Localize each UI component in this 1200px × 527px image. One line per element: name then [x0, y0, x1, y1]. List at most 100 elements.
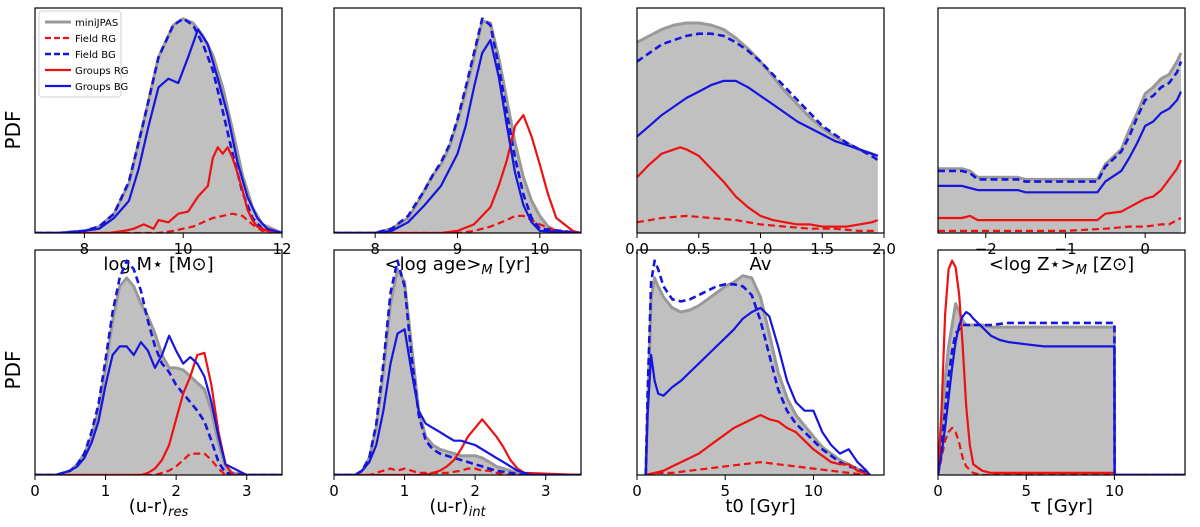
- plot-area: [334, 17, 581, 233]
- axes-frame: [34, 7, 283, 234]
- x-tick-label: 0: [1140, 240, 1150, 258]
- x-tick-label: 0: [30, 482, 40, 500]
- axes-frame: [333, 249, 582, 476]
- plot-area: [35, 17, 282, 233]
- axes-frame: [34, 249, 283, 476]
- x-tick-label: −2: [975, 240, 997, 258]
- line-groups-bg: [35, 28, 282, 233]
- x-tick-label: 1: [400, 482, 410, 500]
- x-tick-label: 1.5: [810, 240, 834, 258]
- x-tick-label: 8: [370, 240, 380, 258]
- area-minijpas: [938, 303, 1185, 475]
- plot-area: [938, 259, 1185, 475]
- x-axis-label: (u-r)int: [429, 496, 486, 520]
- x-axis-label: <log age>M [yr]: [385, 254, 531, 278]
- line-groups-bg: [938, 311, 1185, 475]
- panel-0: 8 10 12 log M⋆ [M⊙]: [34, 7, 292, 275]
- axes-frame: [937, 7, 1186, 234]
- line-field-rg: [334, 214, 581, 233]
- panel-1: 8 9 10<log age>M [yr]: [333, 7, 582, 278]
- line-field-bg: [938, 321, 1185, 475]
- line-groups-rg: [334, 114, 581, 233]
- line-field-rg: [938, 217, 1182, 232]
- x-axis-label: Av: [750, 254, 772, 275]
- line-groups-bg: [938, 91, 1182, 194]
- area-minijpas: [938, 53, 1181, 233]
- x-tick-label: 0: [632, 482, 642, 500]
- legend-box: [38, 10, 122, 98]
- line-field-rg: [637, 214, 878, 232]
- x-tick-label: 3: [242, 482, 252, 500]
- line-field-rg: [35, 212, 282, 233]
- legend: miniJPAS Field RG Field BG Groups RG Groups …: [38, 10, 129, 98]
- panel-4: 0 1 2 3 (u-r)res: [30, 249, 283, 520]
- line-field-bg: [644, 259, 871, 475]
- x-tick-label: 10: [174, 240, 193, 258]
- panel-2: 0.0 0.5 1.0 1.5 2.0 Av: [625, 7, 896, 275]
- plot-area: [938, 52, 1183, 233]
- area-minijpas: [645, 275, 870, 475]
- line-groups-bg: [644, 306, 871, 475]
- line-groups-rg: [938, 259, 1185, 475]
- line-groups-rg: [645, 413, 871, 475]
- line-groups-bg: [35, 334, 282, 475]
- line-minijpas: [644, 274, 871, 475]
- panel-3: −2 −1 0 <log Z⋆>M [Z⊙]: [937, 7, 1186, 278]
- x-axis-label: t0 [Gyr]: [725, 496, 795, 517]
- line-field-bg: [334, 259, 581, 475]
- x-tick-label: −1: [1054, 240, 1076, 258]
- area-minijpas: [334, 269, 581, 475]
- x-tick-label: 10: [1105, 482, 1124, 500]
- line-field-rg: [35, 452, 282, 475]
- legend-label-field-bg: Field BG: [75, 50, 116, 61]
- line-groups-rg: [35, 146, 282, 233]
- x-tick-label: 2.0: [872, 240, 896, 258]
- line-groups-rg: [334, 418, 581, 475]
- line-groups-rg: [637, 146, 879, 228]
- panel-6: 0 5 10 t0 [Gyr]: [632, 249, 885, 517]
- x-tick-label: 1.0: [749, 240, 773, 258]
- line-groups-bg: [334, 39, 581, 233]
- x-tick-label: 12: [272, 240, 291, 258]
- plot-area: [644, 259, 871, 475]
- line-field-rg: [938, 426, 1185, 475]
- x-tick-label: 0: [933, 482, 943, 500]
- legend-label-groups-bg: Groups BG: [75, 82, 128, 93]
- x-tick-label: 0: [329, 482, 339, 500]
- x-tick-label: 9: [453, 240, 463, 258]
- ylabel-top: PDF: [1, 111, 25, 150]
- plot-area: [334, 259, 581, 475]
- line-minijpas: [35, 17, 282, 233]
- panel-5: 0 1 2 3 (u-r)int: [329, 249, 582, 520]
- x-tick-label: 5: [1021, 482, 1031, 500]
- x-axis-label: <log Z⋆>M [Z⊙]: [989, 254, 1134, 278]
- x-axis-label: (u-r)res: [129, 496, 189, 520]
- axes-frame: [937, 249, 1186, 476]
- area-minijpas: [334, 20, 581, 233]
- line-minijpas: [938, 52, 1183, 181]
- legend-label-field-rg: Field RG: [75, 34, 116, 45]
- line-groups-rg: [938, 159, 1182, 222]
- line-groups-bg: [637, 79, 879, 157]
- area-minijpas: [35, 18, 282, 233]
- line-field-bg: [35, 259, 282, 475]
- x-tick-label: 1: [101, 482, 111, 500]
- plot-area: [35, 259, 282, 475]
- line-field-bg: [637, 32, 879, 162]
- ylabel-bottom: PDF: [1, 351, 25, 390]
- x-tick-label: 2: [470, 482, 480, 500]
- x-tick-label: 2: [171, 482, 181, 500]
- area-minijpas: [637, 23, 878, 233]
- legend-label-minijpas: miniJPAS: [75, 18, 118, 29]
- panel-7: 0 5 10 τ [Gyr]: [933, 249, 1186, 517]
- x-axis-label: τ [Gyr]: [1030, 496, 1093, 517]
- x-tick-label: 0.5: [687, 240, 711, 258]
- legend-label-groups-rg: Groups RG: [75, 66, 129, 77]
- x-tick-label: 0.0: [625, 240, 649, 258]
- x-axis-label: log M⋆ [M⊙]: [103, 254, 213, 275]
- x-tick-label: 10: [804, 482, 823, 500]
- plot-area: [637, 21, 879, 233]
- line-field-bg: [938, 61, 1183, 183]
